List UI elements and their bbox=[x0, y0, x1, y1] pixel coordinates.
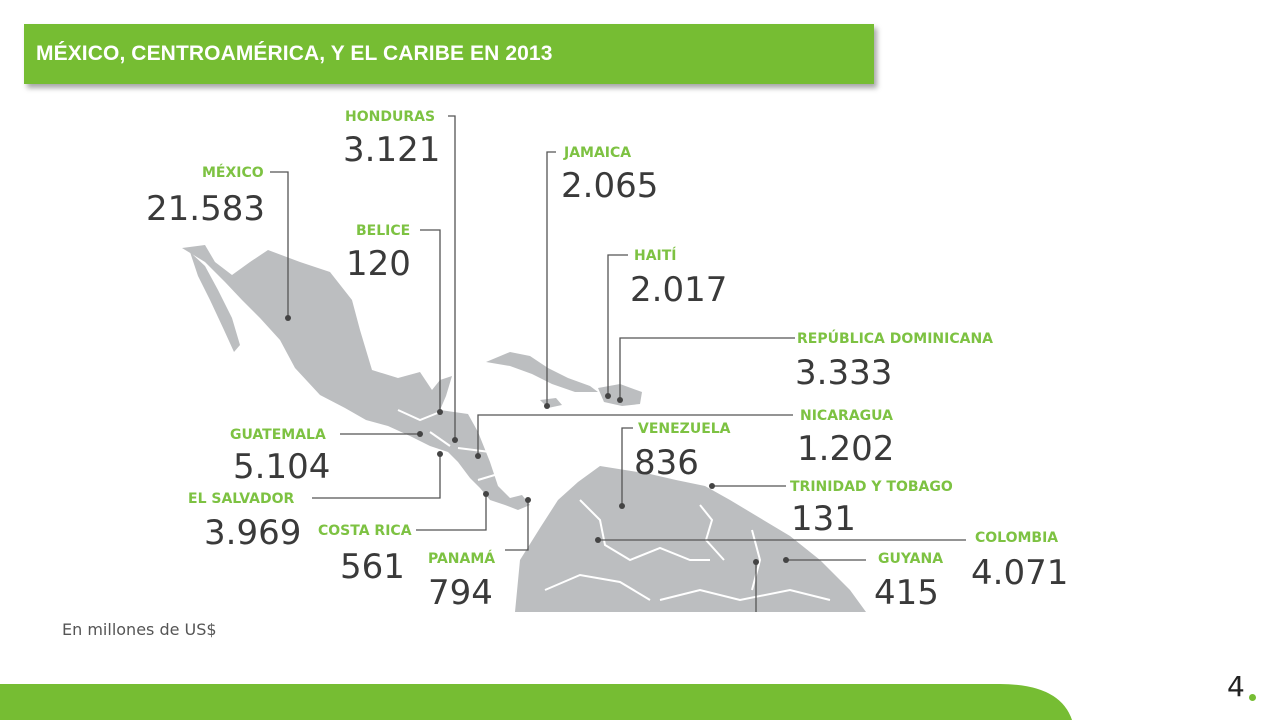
dot-el-salvador bbox=[437, 451, 443, 457]
leader-honduras bbox=[448, 115, 456, 440]
land-mexico-central-america bbox=[182, 245, 530, 510]
page-title: MÉXICO, CENTROAMÉRICA, Y EL CARIBE EN 20… bbox=[36, 42, 553, 65]
border-nicaragua bbox=[457, 447, 491, 453]
leader-venezuela bbox=[621, 427, 633, 506]
leader-costa-rica bbox=[416, 494, 487, 531]
title-banner: MÉXICO, CENTROAMÉRICA, Y EL CARIBE EN 20… bbox=[24, 24, 874, 84]
leader-nicaragua bbox=[477, 414, 793, 456]
label-value-belice: 120 bbox=[346, 244, 411, 284]
land-cuba bbox=[486, 352, 598, 392]
dot-costa-rica bbox=[483, 491, 489, 497]
label-value-guyana: 415 bbox=[874, 573, 939, 613]
dot-belice bbox=[437, 409, 443, 415]
label-value-rep-dominicana: 3.333 bbox=[795, 353, 892, 393]
page-number: 4 bbox=[1227, 670, 1245, 703]
country-borders bbox=[397, 409, 831, 602]
land-baja-california bbox=[190, 252, 240, 352]
dot-panama bbox=[525, 497, 531, 503]
dot-venezuela bbox=[619, 503, 625, 509]
anchor-dots bbox=[285, 315, 789, 565]
leader-haiti bbox=[607, 254, 628, 396]
land-masses bbox=[182, 245, 866, 612]
dot-haiti bbox=[605, 393, 611, 399]
label-name-costa-rica: COSTA RICA bbox=[318, 523, 412, 539]
label-name-trinidad: TRINIDAD Y TOBAGO bbox=[790, 479, 953, 495]
label-name-venezuela: VENEZUELA bbox=[638, 421, 731, 437]
label-name-mexico: MÉXICO bbox=[202, 164, 264, 181]
units-note: En millones de US$ bbox=[62, 620, 217, 639]
label-name-rep-dominicana: REPÚBLICA DOMINICANA bbox=[797, 329, 993, 347]
dot-honduras bbox=[452, 437, 458, 443]
country-labels: MÉXICO 21.583 HONDURAS 3.121 BELICE 120 … bbox=[146, 109, 1068, 613]
label-value-honduras: 3.121 bbox=[343, 130, 440, 170]
leader-panama bbox=[505, 500, 529, 551]
label-value-guatemala: 5.104 bbox=[233, 447, 330, 487]
label-name-honduras: HONDURAS bbox=[345, 109, 435, 125]
leader-mexico bbox=[270, 171, 289, 318]
border-guatemala-honduras bbox=[429, 431, 451, 447]
label-name-colombia: COLOMBIA bbox=[975, 530, 1058, 546]
dot-mexico bbox=[285, 315, 291, 321]
footer-band bbox=[0, 684, 1072, 720]
label-name-nicaragua: NICARAGUA bbox=[800, 408, 893, 424]
label-value-jamaica: 2.065 bbox=[561, 166, 658, 206]
label-name-guyana: GUYANA bbox=[878, 551, 943, 567]
dot-jamaica bbox=[544, 403, 550, 409]
label-value-venezuela: 836 bbox=[634, 443, 699, 483]
leader-jamaica bbox=[546, 151, 556, 406]
leader-rep-dominicana bbox=[619, 337, 795, 400]
border-brazil bbox=[659, 588, 831, 602]
leader-lines bbox=[270, 115, 966, 612]
label-name-belice: BELICE bbox=[356, 223, 410, 239]
label-value-colombia: 4.071 bbox=[971, 553, 1068, 593]
border-mexico-guatemala bbox=[397, 409, 441, 422]
border-colombia-south bbox=[544, 573, 651, 601]
land-south-america bbox=[515, 466, 866, 612]
label-value-mexico: 21.583 bbox=[146, 189, 265, 229]
label-value-haiti: 2.017 bbox=[630, 270, 727, 310]
border-costarica bbox=[477, 473, 499, 481]
dot-guyana bbox=[783, 557, 789, 563]
border-colombia-venezuela bbox=[579, 499, 710, 562]
label-value-nicaragua: 1.202 bbox=[797, 429, 894, 469]
label-name-jamaica: JAMAICA bbox=[563, 145, 631, 161]
label-value-costa-rica: 561 bbox=[340, 547, 405, 587]
label-value-trinidad: 131 bbox=[791, 499, 856, 539]
footer-green-bar bbox=[0, 684, 1072, 720]
leader-belice bbox=[420, 229, 441, 412]
label-name-haiti: HAITÍ bbox=[634, 247, 677, 264]
page-number-dot bbox=[1249, 694, 1256, 701]
label-name-el-salvador: EL SALVADOR bbox=[188, 491, 295, 507]
dot-guatemala bbox=[417, 431, 423, 437]
label-value-el-salvador: 3.969 bbox=[204, 513, 301, 553]
dot-colombia bbox=[595, 537, 601, 543]
label-name-guatemala: GUATEMALA bbox=[230, 427, 326, 443]
dot-guyana-south bbox=[753, 559, 759, 565]
label-name-panama: PANAMÁ bbox=[428, 550, 495, 567]
border-venezuela-guyana bbox=[699, 504, 725, 561]
label-value-panama: 794 bbox=[428, 573, 493, 613]
leader-el-salvador bbox=[312, 454, 441, 499]
land-jamaica bbox=[540, 398, 562, 408]
dot-rep-dominicana bbox=[617, 397, 623, 403]
dot-trinidad bbox=[709, 483, 715, 489]
dot-nicaragua bbox=[475, 453, 481, 459]
